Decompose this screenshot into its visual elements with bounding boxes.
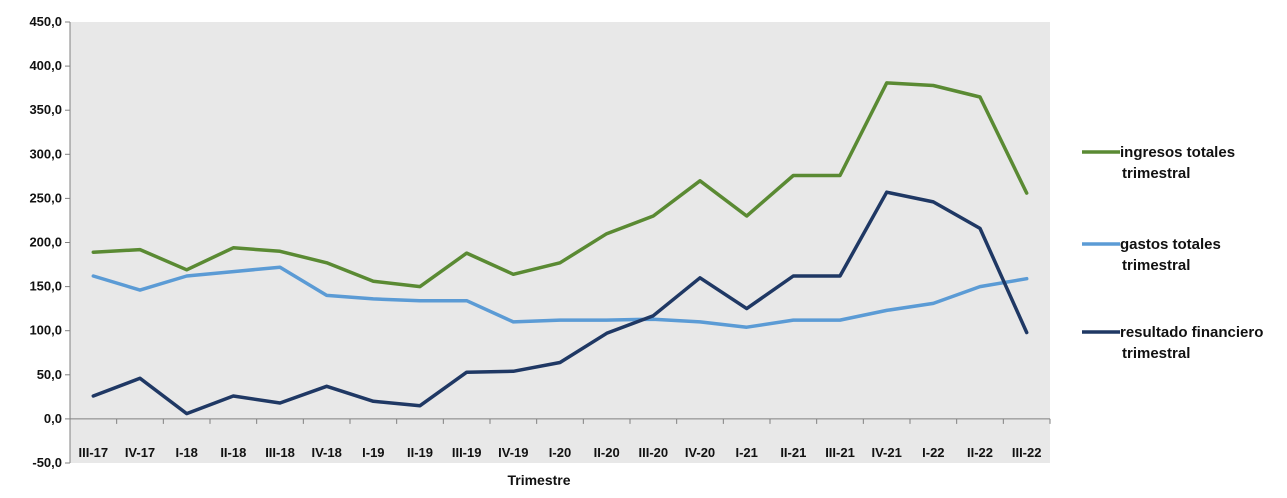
y-tick-label: 450,0 [29,14,62,29]
x-tick-label: I-18 [175,445,197,460]
x-tick-label: III-19 [452,445,482,460]
x-tick-label: I-21 [735,445,757,460]
legend-item-1: ingresos totales trimestral [1082,144,1235,182]
x-tick-label: II-19 [407,445,433,460]
x-tick-label: I-19 [362,445,384,460]
legend-item-3: resultado financiero trimestral [1082,324,1263,362]
y-tick-label: 250,0 [29,190,62,205]
x-tick-label: II-20 [594,445,620,460]
x-tick-label: II-18 [220,445,246,460]
x-tick-label: IV-21 [871,445,901,460]
y-tick-label: 350,0 [29,102,62,117]
x-tick-label: IV-20 [685,445,715,460]
y-tick-label: 50,0 [37,367,62,382]
x-tick-label: II-22 [967,445,993,460]
x-tick-label: IV-18 [311,445,341,460]
plot-area [70,22,1050,463]
y-tick-label: 150,0 [29,279,62,294]
x-tick-label: III-18 [265,445,295,460]
series-line-1 [91,81,1029,289]
legend-label: resultado financiero trimestral [1120,324,1263,362]
x-tick-label: III-21 [825,445,855,460]
y-tick-label: 300,0 [29,146,62,161]
x-tick-label: III-22 [1012,445,1042,460]
x-tick-label: IV-19 [498,445,528,460]
x-tick-label: III-17 [79,445,109,460]
series-line-2 [91,265,1029,329]
y-tick-label: 0,0 [44,411,62,426]
y-tick-label: 400,0 [29,58,62,73]
y-tick-label: 200,0 [29,235,62,250]
x-tick-label: I-20 [549,445,571,460]
y-tick-label: 100,0 [29,323,62,338]
series-line-3 [91,190,1029,416]
legend-item-2: gastos totales trimestral [1082,236,1221,274]
x-tick-label: I-22 [922,445,944,460]
x-tick-label: II-21 [780,445,806,460]
x-tick-label: III-20 [639,445,669,460]
x-tick-label: IV-17 [125,445,155,460]
legend-label: ingresos totales trimestral [1120,144,1235,182]
x-axis-title: Trimestre [507,472,570,488]
y-tick-label: -50,0 [32,455,62,470]
legend-label: gastos totales trimestral [1120,236,1221,274]
